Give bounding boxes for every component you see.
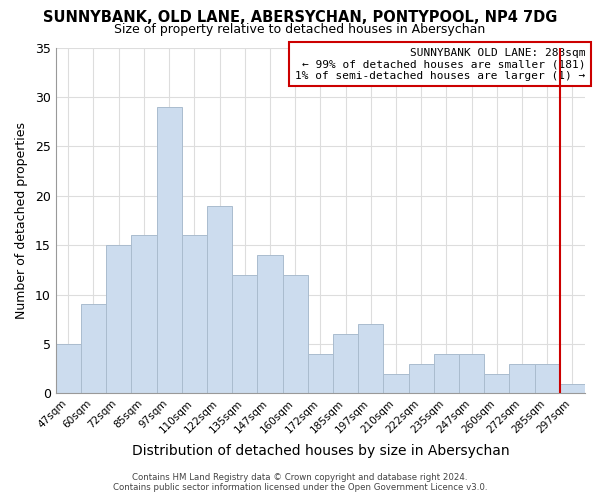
Bar: [358, 324, 383, 394]
Bar: [484, 374, 509, 394]
Bar: [333, 334, 358, 394]
Text: SUNNYBANK, OLD LANE, ABERSYCHAN, PONTYPOOL, NP4 7DG: SUNNYBANK, OLD LANE, ABERSYCHAN, PONTYPO…: [43, 10, 557, 25]
Bar: [459, 354, 484, 394]
Bar: [409, 364, 434, 394]
Bar: [56, 344, 81, 394]
Bar: [283, 275, 308, 394]
Bar: [182, 236, 207, 394]
X-axis label: Distribution of detached houses by size in Abersychan: Distribution of detached houses by size …: [131, 444, 509, 458]
Bar: [509, 364, 535, 394]
Bar: [560, 384, 585, 394]
Bar: [232, 275, 257, 394]
Text: Size of property relative to detached houses in Abersychan: Size of property relative to detached ho…: [115, 22, 485, 36]
Bar: [257, 255, 283, 394]
Bar: [308, 354, 333, 394]
Bar: [106, 245, 131, 394]
Y-axis label: Number of detached properties: Number of detached properties: [15, 122, 28, 319]
Bar: [434, 354, 459, 394]
Text: Contains HM Land Registry data © Crown copyright and database right 2024.
Contai: Contains HM Land Registry data © Crown c…: [113, 473, 487, 492]
Bar: [207, 206, 232, 394]
Bar: [131, 236, 157, 394]
Bar: [383, 374, 409, 394]
Bar: [535, 364, 560, 394]
Bar: [81, 304, 106, 394]
Bar: [157, 107, 182, 394]
Text: SUNNYBANK OLD LANE: 283sqm
← 99% of detached houses are smaller (181)
1% of semi: SUNNYBANK OLD LANE: 283sqm ← 99% of deta…: [295, 48, 585, 80]
